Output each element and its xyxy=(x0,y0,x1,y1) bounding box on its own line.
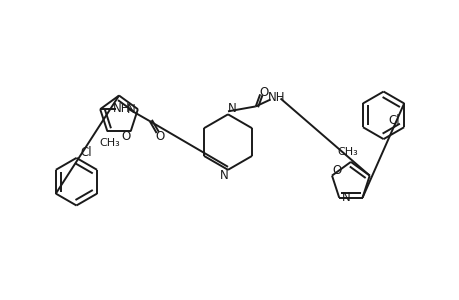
Text: Cl: Cl xyxy=(387,114,399,127)
Text: O: O xyxy=(155,130,164,142)
Text: O: O xyxy=(121,130,130,143)
Text: N: N xyxy=(219,169,228,182)
Text: CH₃: CH₃ xyxy=(99,138,119,148)
Text: CH₃: CH₃ xyxy=(337,147,358,157)
Text: N: N xyxy=(126,103,135,116)
Text: Cl: Cl xyxy=(80,146,92,160)
Text: NH: NH xyxy=(267,91,285,104)
Text: N: N xyxy=(227,102,236,115)
Text: NH: NH xyxy=(113,102,130,115)
Text: O: O xyxy=(259,86,268,99)
Text: O: O xyxy=(332,164,341,177)
Text: N: N xyxy=(341,191,350,204)
